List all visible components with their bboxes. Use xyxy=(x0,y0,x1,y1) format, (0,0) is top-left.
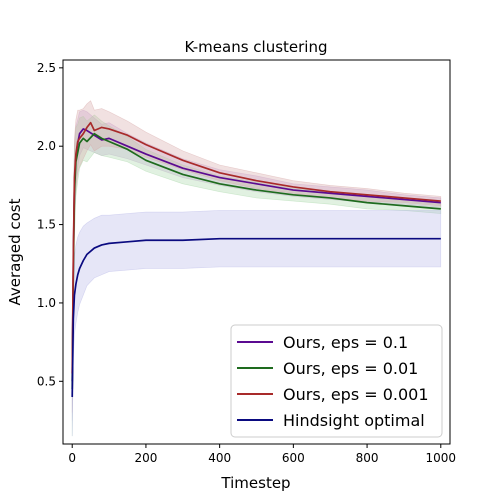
y-tick-label: 2.0 xyxy=(37,139,56,153)
x-tick-label: 1000 xyxy=(426,451,457,465)
y-tick-label: 2.5 xyxy=(37,61,56,75)
legend: Ours, eps = 0.1 Ours, eps = 0.01 Ours, eps… xyxy=(230,324,443,438)
x-tick-label: 200 xyxy=(134,451,157,465)
x-tick-label: 600 xyxy=(282,451,305,465)
plot-frame xyxy=(62,59,451,445)
x-axis-title: Timestep xyxy=(220,474,290,492)
band-ours-eps-0-001 xyxy=(71,100,442,413)
x-tick-label: 0 xyxy=(68,451,76,465)
line-ours-eps-0-01 xyxy=(71,132,441,390)
line-ours-eps-0-001 xyxy=(71,121,441,374)
y-tick-label: 1.0 xyxy=(37,296,56,310)
legend-label-ours-eps-0-001: Ours, eps = 0.001 xyxy=(283,385,429,404)
x-axis: 0 200 400 600 800 1000 xyxy=(68,444,456,465)
x-tick-label: 400 xyxy=(208,451,231,465)
legend-label-ours-eps-0-01: Ours, eps = 0.01 xyxy=(283,359,418,378)
x-tick-label: 800 xyxy=(356,451,379,465)
y-tick-label: 1.5 xyxy=(37,218,56,232)
legend-box xyxy=(230,324,443,438)
y-tick-label: 0.5 xyxy=(37,374,56,388)
y-axis: 0.5 1.0 1.5 2.0 2.5 xyxy=(37,61,63,388)
series-lines xyxy=(71,121,441,397)
legend-label-hindsight-optimal: Hindsight optimal xyxy=(283,411,425,430)
chart-title: K-means clustering xyxy=(184,38,327,56)
band-hindsight-optimal xyxy=(71,210,442,437)
line-hindsight-optimal xyxy=(71,237,441,397)
y-axis-title: Averaged cost xyxy=(6,198,24,305)
legend-label-ours-eps-0-1: Ours, eps = 0.1 xyxy=(283,333,408,352)
